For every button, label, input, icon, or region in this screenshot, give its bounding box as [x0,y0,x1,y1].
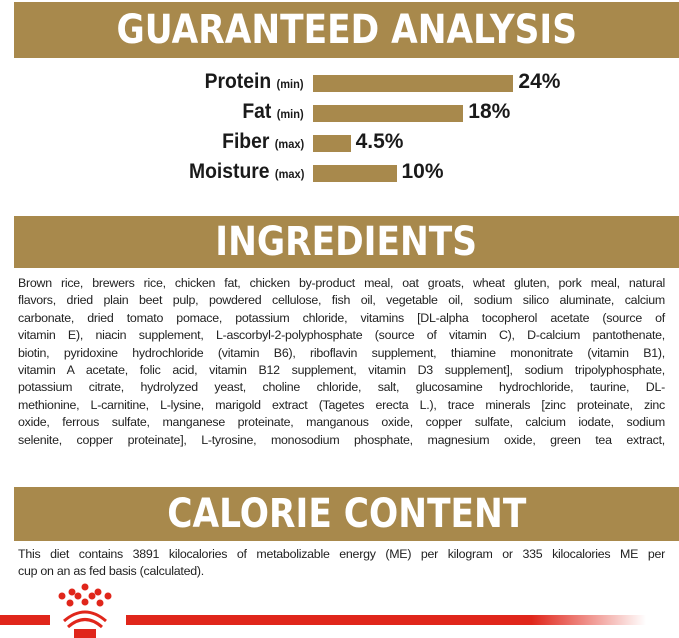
text-line: methionine, L-carnitine, L-lysine, marig… [18,397,665,412]
brand-line-left [0,615,50,625]
brand-line-right [126,615,646,625]
nutrient-value: 24% [518,70,561,93]
analysis-row-fiber: Fiber (max) 4.5% [0,130,679,156]
calorie-content-title: CALORIE CONTENT [166,491,527,537]
text-line: oxide, ferrous sulfate, manganese protei… [18,415,665,430]
text-line: potassium citrate, hydrolyzed yeast, cho… [18,380,665,395]
nutrient-name: Fiber [221,130,270,153]
text-line: Brown rice, brewers rice, chicken fat, c… [18,276,665,290]
nutrient-label: Moisture (max) [189,160,304,184]
text-line: vitamin A acetate, folic acid, vitamin B… [18,363,665,378]
nutrient-bar [313,135,351,152]
nutrient-value: 4.5% [355,130,404,153]
nutrient-label: Fiber (max) [222,130,304,154]
text-line: vitamin E), niacin supplement, L-ascorby… [18,328,665,343]
guaranteed-analysis-title: GUARANTEED ANALYSIS [116,7,577,53]
analysis-row-protein: Protein (min) 24% [0,70,679,96]
text-line: cup on an as fed basis (calculated). [18,564,204,579]
nutrient-name: Moisture [188,160,270,183]
ingredients-text: Brown rice, brewers rice, chicken fat, c… [18,275,665,449]
nutrient-qualifier: (max) [274,167,304,181]
text-line: flavors, dried plain beet pulp, powdered… [18,293,665,308]
nutrient-bar [313,75,514,92]
nutrient-qualifier: (min) [277,77,304,91]
guaranteed-analysis-banner: GUARANTEED ANALYSIS [14,2,679,58]
nutrient-value: 18% [468,100,511,123]
text-line: selenite, copper proteinate], L-tyrosine… [18,432,665,447]
nutrient-qualifier: (max) [274,137,304,151]
calorie-text: This diet contains 3891 kilocalories of … [18,546,665,581]
crown-logo-icon [58,583,112,638]
nutrient-label: Fat (min) [243,100,304,124]
nutrient-name: Protein [205,70,272,93]
nutrient-bar [313,105,464,122]
text-line: This diet contains 3891 kilocalories of … [18,547,665,561]
text-line: carbonate, dried tomato pomace, potassiu… [18,310,665,325]
nutrient-name: Fat [242,100,272,123]
calorie-content-banner: CALORIE CONTENT [14,487,679,541]
nutrient-label: Protein (min) [205,70,304,94]
text-line: biotin, pyridoxine hydrochloride (vitami… [18,345,665,360]
ingredients-title: INGREDIENTS [215,219,478,265]
nutrient-value: 10% [401,160,444,183]
analysis-row-fat: Fat (min) 18% [0,100,679,126]
analysis-row-moisture: Moisture (max) 10% [0,160,679,186]
ingredients-banner: INGREDIENTS [14,216,679,268]
nutrient-bar [313,165,397,182]
nutrient-qualifier: (min) [277,107,304,121]
